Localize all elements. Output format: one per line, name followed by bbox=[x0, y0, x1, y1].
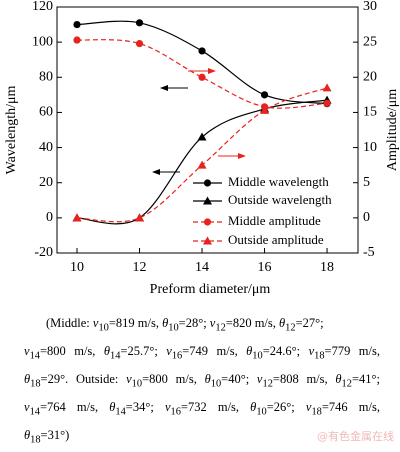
arrow-head bbox=[152, 169, 160, 175]
legend-marker bbox=[203, 179, 212, 187]
caption: (Middle: v10=819 m/s, θ10=28°; v12=820 m… bbox=[24, 312, 380, 452]
legend-label: Outside wavelength bbox=[228, 192, 332, 207]
x-tick-label: 18 bbox=[320, 260, 334, 275]
legend-label: Middle amplitude bbox=[228, 213, 321, 228]
marker bbox=[260, 91, 269, 99]
marker bbox=[73, 20, 81, 29]
caption-line: v14=800 m/s, θ14=25.7°; v16=749 m/s, θ10… bbox=[24, 344, 380, 362]
caption-line: θ18=29°. Outside: v10=800 m/s, θ10=40°; … bbox=[24, 372, 380, 390]
x-tick-label: 10 bbox=[70, 260, 84, 275]
marker bbox=[73, 36, 81, 44]
legend-marker bbox=[203, 236, 212, 245]
y2-tick-label: 0 bbox=[363, 210, 370, 225]
caption-line: v14=764 m/s, θ14=34°; v16=732 m/s, θ10=2… bbox=[24, 400, 380, 418]
caption-line: θ18=31°) bbox=[24, 428, 70, 446]
series-line bbox=[76, 39, 328, 109]
annotation-arrows bbox=[152, 68, 246, 175]
y-axis-label: Wavelength/μm bbox=[4, 85, 19, 174]
y-tick-label: 40 bbox=[39, 140, 53, 155]
marker bbox=[198, 47, 206, 55]
marker bbox=[323, 99, 331, 107]
y2-tick-label: 5 bbox=[363, 175, 370, 190]
chart: Preform diameter/μm Wavelength/μm Amplit… bbox=[4, 0, 400, 297]
watermark: @有色金属在线 bbox=[317, 430, 394, 443]
legend-marker bbox=[203, 196, 212, 205]
arrow-head bbox=[208, 68, 216, 74]
y-tick-label: 20 bbox=[39, 175, 53, 190]
x-tick-label: 14 bbox=[195, 260, 209, 275]
y2-tick-label: 15 bbox=[363, 105, 377, 120]
y2-tick-label: 10 bbox=[363, 140, 377, 155]
marker bbox=[198, 73, 206, 81]
marker bbox=[197, 132, 207, 141]
x-tick-label: 16 bbox=[258, 260, 272, 275]
y-tick-label: 80 bbox=[39, 70, 53, 85]
legend-label: Outside amplitude bbox=[228, 232, 324, 247]
y2-tick-label: 20 bbox=[363, 70, 377, 85]
arrow-head bbox=[238, 153, 246, 159]
marker bbox=[135, 39, 144, 48]
y-tick-label: 60 bbox=[39, 105, 53, 120]
y2-tick-label: 25 bbox=[363, 34, 377, 49]
x-tick-label: 12 bbox=[133, 260, 147, 275]
marker bbox=[72, 213, 82, 222]
marker bbox=[197, 160, 207, 169]
y-tick-label: 0 bbox=[46, 210, 53, 225]
legend-marker bbox=[203, 218, 212, 226]
y-tick-label: 120 bbox=[32, 0, 53, 14]
caption-line: (Middle: v10=819 m/s, θ10=28°; v12=820 m… bbox=[46, 316, 324, 334]
y-tick-label: -20 bbox=[34, 245, 53, 260]
y2-tick-label: 30 bbox=[363, 0, 377, 14]
legend-label: Middle wavelength bbox=[228, 174, 329, 189]
marker bbox=[322, 83, 332, 92]
x-axis-label: Preform diameter/μm bbox=[150, 282, 271, 297]
y2-axis-label: Amplitude/μm bbox=[385, 89, 400, 171]
arrow-head bbox=[160, 85, 168, 91]
marker bbox=[135, 213, 145, 222]
y2-tick-label: -5 bbox=[363, 245, 375, 260]
marker bbox=[260, 105, 270, 114]
marker bbox=[135, 19, 144, 27]
plot-frame bbox=[56, 6, 359, 254]
series-line bbox=[76, 20, 328, 105]
y-tick-label: 100 bbox=[32, 34, 53, 49]
